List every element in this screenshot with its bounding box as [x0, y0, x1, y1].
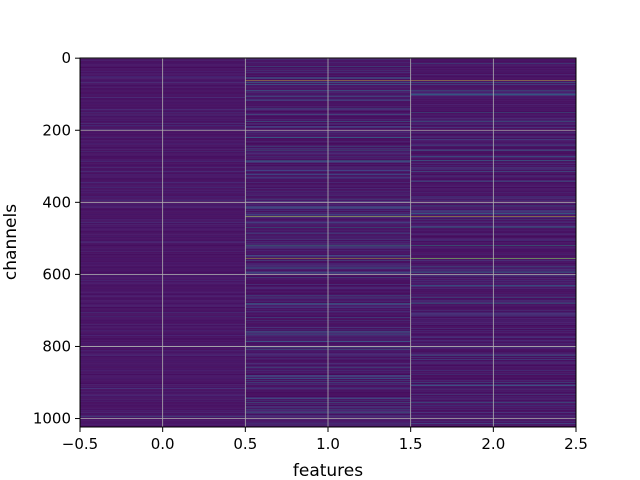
y-axis: 0 200 400 600 800 1000 — [33, 49, 80, 428]
y-tick-label: 400 — [42, 193, 71, 211]
y-tick-label: 800 — [42, 337, 71, 355]
x-tick-label: 2.5 — [564, 435, 588, 453]
y-tick-label: 600 — [42, 265, 71, 283]
x-tick-label: 1.5 — [399, 435, 423, 453]
y-tick-label: 1000 — [33, 410, 71, 428]
x-tick-label: 0.0 — [151, 435, 175, 453]
y-axis-label: channels — [1, 204, 21, 280]
x-tick-label: −0.5 — [62, 435, 98, 453]
x-axis-label: features — [293, 461, 363, 480]
x-axis: −0.5 0.0 0.5 1.0 1.5 2.0 2.5 — [62, 427, 588, 453]
y-tick-label: 0 — [61, 49, 71, 67]
y-tick-label: 200 — [42, 121, 71, 139]
x-tick-label: 2.0 — [481, 435, 505, 453]
x-tick-label: 0.5 — [233, 435, 257, 453]
x-tick-label: 1.0 — [316, 435, 340, 453]
